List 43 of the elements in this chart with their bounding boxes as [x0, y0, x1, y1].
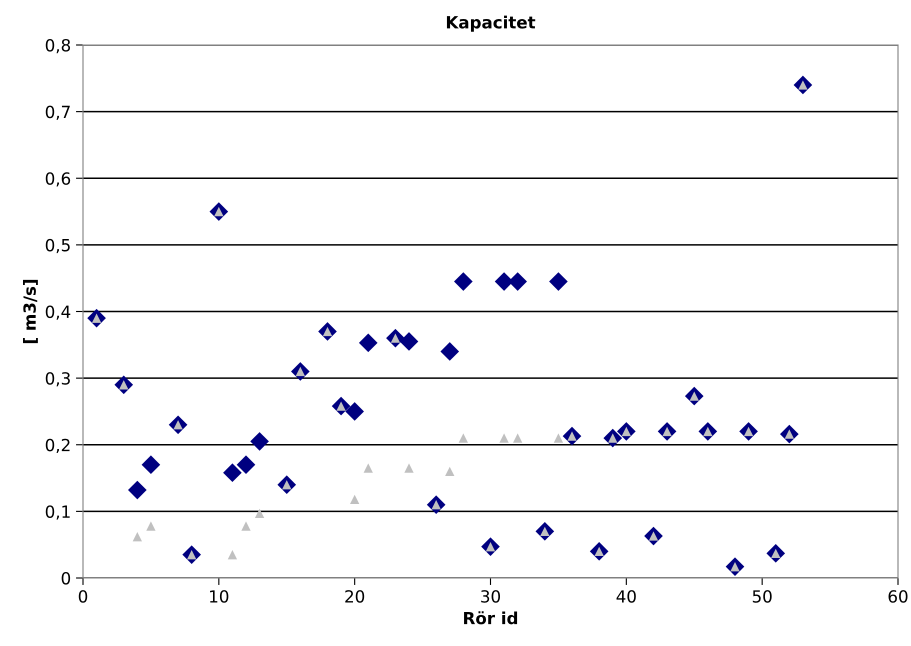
y-tick-label: 0	[62, 572, 70, 585]
point	[128, 480, 147, 500]
y-tick-label: 0,8	[46, 38, 70, 54]
x-tick-label: 10	[210, 590, 228, 603]
y-axis-title: [ m3/s]	[23, 280, 38, 344]
x-tick-label: 40	[616, 590, 636, 603]
point	[142, 455, 160, 474]
chart-title: Kapacitet	[446, 16, 536, 32]
point	[223, 463, 242, 482]
point	[236, 455, 256, 474]
y-tick-label: 0,1	[46, 505, 70, 520]
y-tick-label: 0,2	[46, 438, 70, 454]
point	[132, 532, 142, 542]
point	[358, 333, 378, 352]
point	[513, 433, 522, 443]
y-tick-label: 0,7	[46, 106, 70, 120]
y-tick-label: 0,4	[46, 305, 70, 320]
point	[250, 432, 269, 451]
point	[364, 463, 373, 473]
y-tick-label: 0,5	[46, 238, 70, 254]
point	[554, 433, 564, 443]
x-tick-label: 30	[481, 590, 500, 603]
x-tick-label: 0	[78, 590, 88, 603]
point	[454, 272, 473, 291]
x-tick-label: 20	[345, 590, 364, 603]
point	[241, 521, 251, 531]
point	[228, 550, 238, 560]
point	[549, 272, 568, 291]
point	[400, 332, 418, 351]
point	[440, 342, 460, 361]
point	[404, 463, 414, 473]
point	[458, 433, 468, 443]
y-tick-label: 0,6	[46, 172, 70, 187]
point	[350, 494, 360, 504]
x-tick-label: 60	[888, 590, 908, 603]
y-tick-label: 0,3	[46, 372, 70, 386]
x-axis-title: Rör id	[464, 611, 518, 624]
x-tick-label: 50	[752, 590, 772, 603]
point	[445, 466, 454, 476]
point	[254, 508, 264, 518]
point	[499, 433, 509, 443]
point	[146, 521, 156, 531]
point	[345, 402, 364, 421]
